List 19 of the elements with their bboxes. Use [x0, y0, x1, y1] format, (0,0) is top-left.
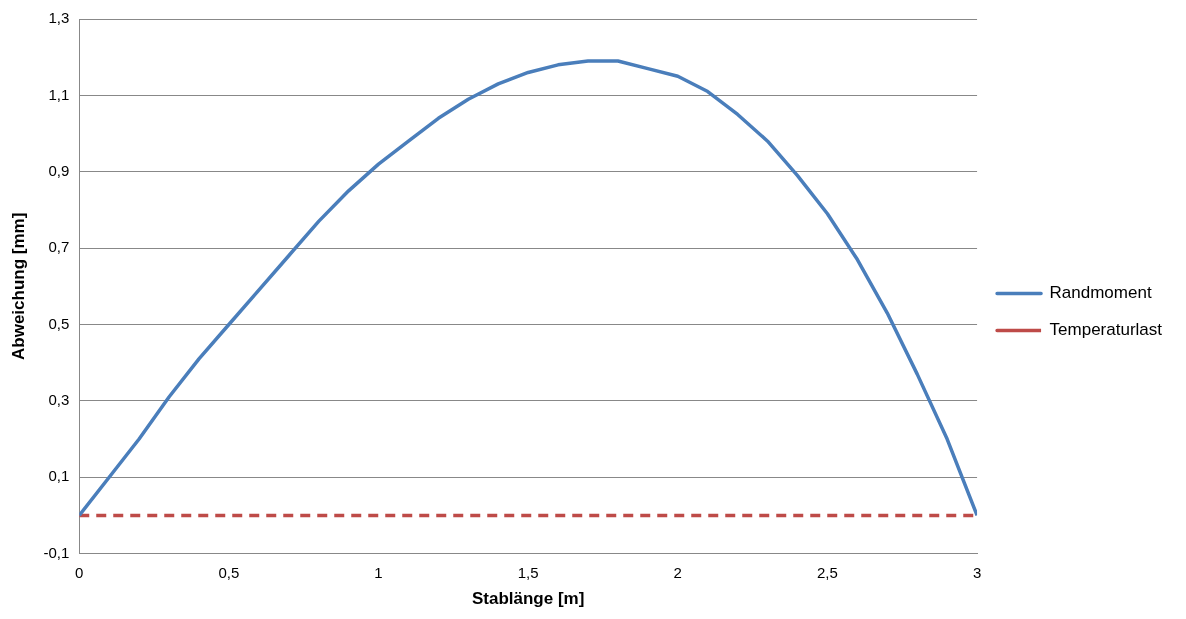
x-tick-label: 0	[75, 563, 84, 581]
x-tick-label: 1	[374, 563, 383, 581]
y-tick-label: 0,9	[48, 161, 70, 179]
legend-label: Temperaturlast	[1049, 320, 1163, 340]
x-tick-label: 3	[972, 563, 982, 581]
x-tick-label: 2,5	[817, 563, 838, 581]
y-tick-label: 0,1	[48, 467, 70, 485]
x-tick-label: 1,5	[517, 563, 539, 581]
y-tick-label: 1,3	[48, 9, 70, 27]
y-tick-label: 0,3	[48, 391, 70, 408]
y-tick-label: 0,7	[48, 238, 70, 256]
legend-label: Randmoment	[1049, 283, 1152, 303]
y-tick-label: 1,1	[48, 85, 70, 103]
x-tick-label: 0,5	[218, 563, 240, 581]
y-tick-label: -0,1	[43, 543, 70, 561]
x-tick-label: 2	[673, 563, 682, 581]
y-tick-label: 0,5	[48, 314, 70, 332]
x-axis-title: Stablänge [m]	[471, 589, 585, 609]
y-axis-title: Abweichung [mm]	[8, 212, 28, 360]
